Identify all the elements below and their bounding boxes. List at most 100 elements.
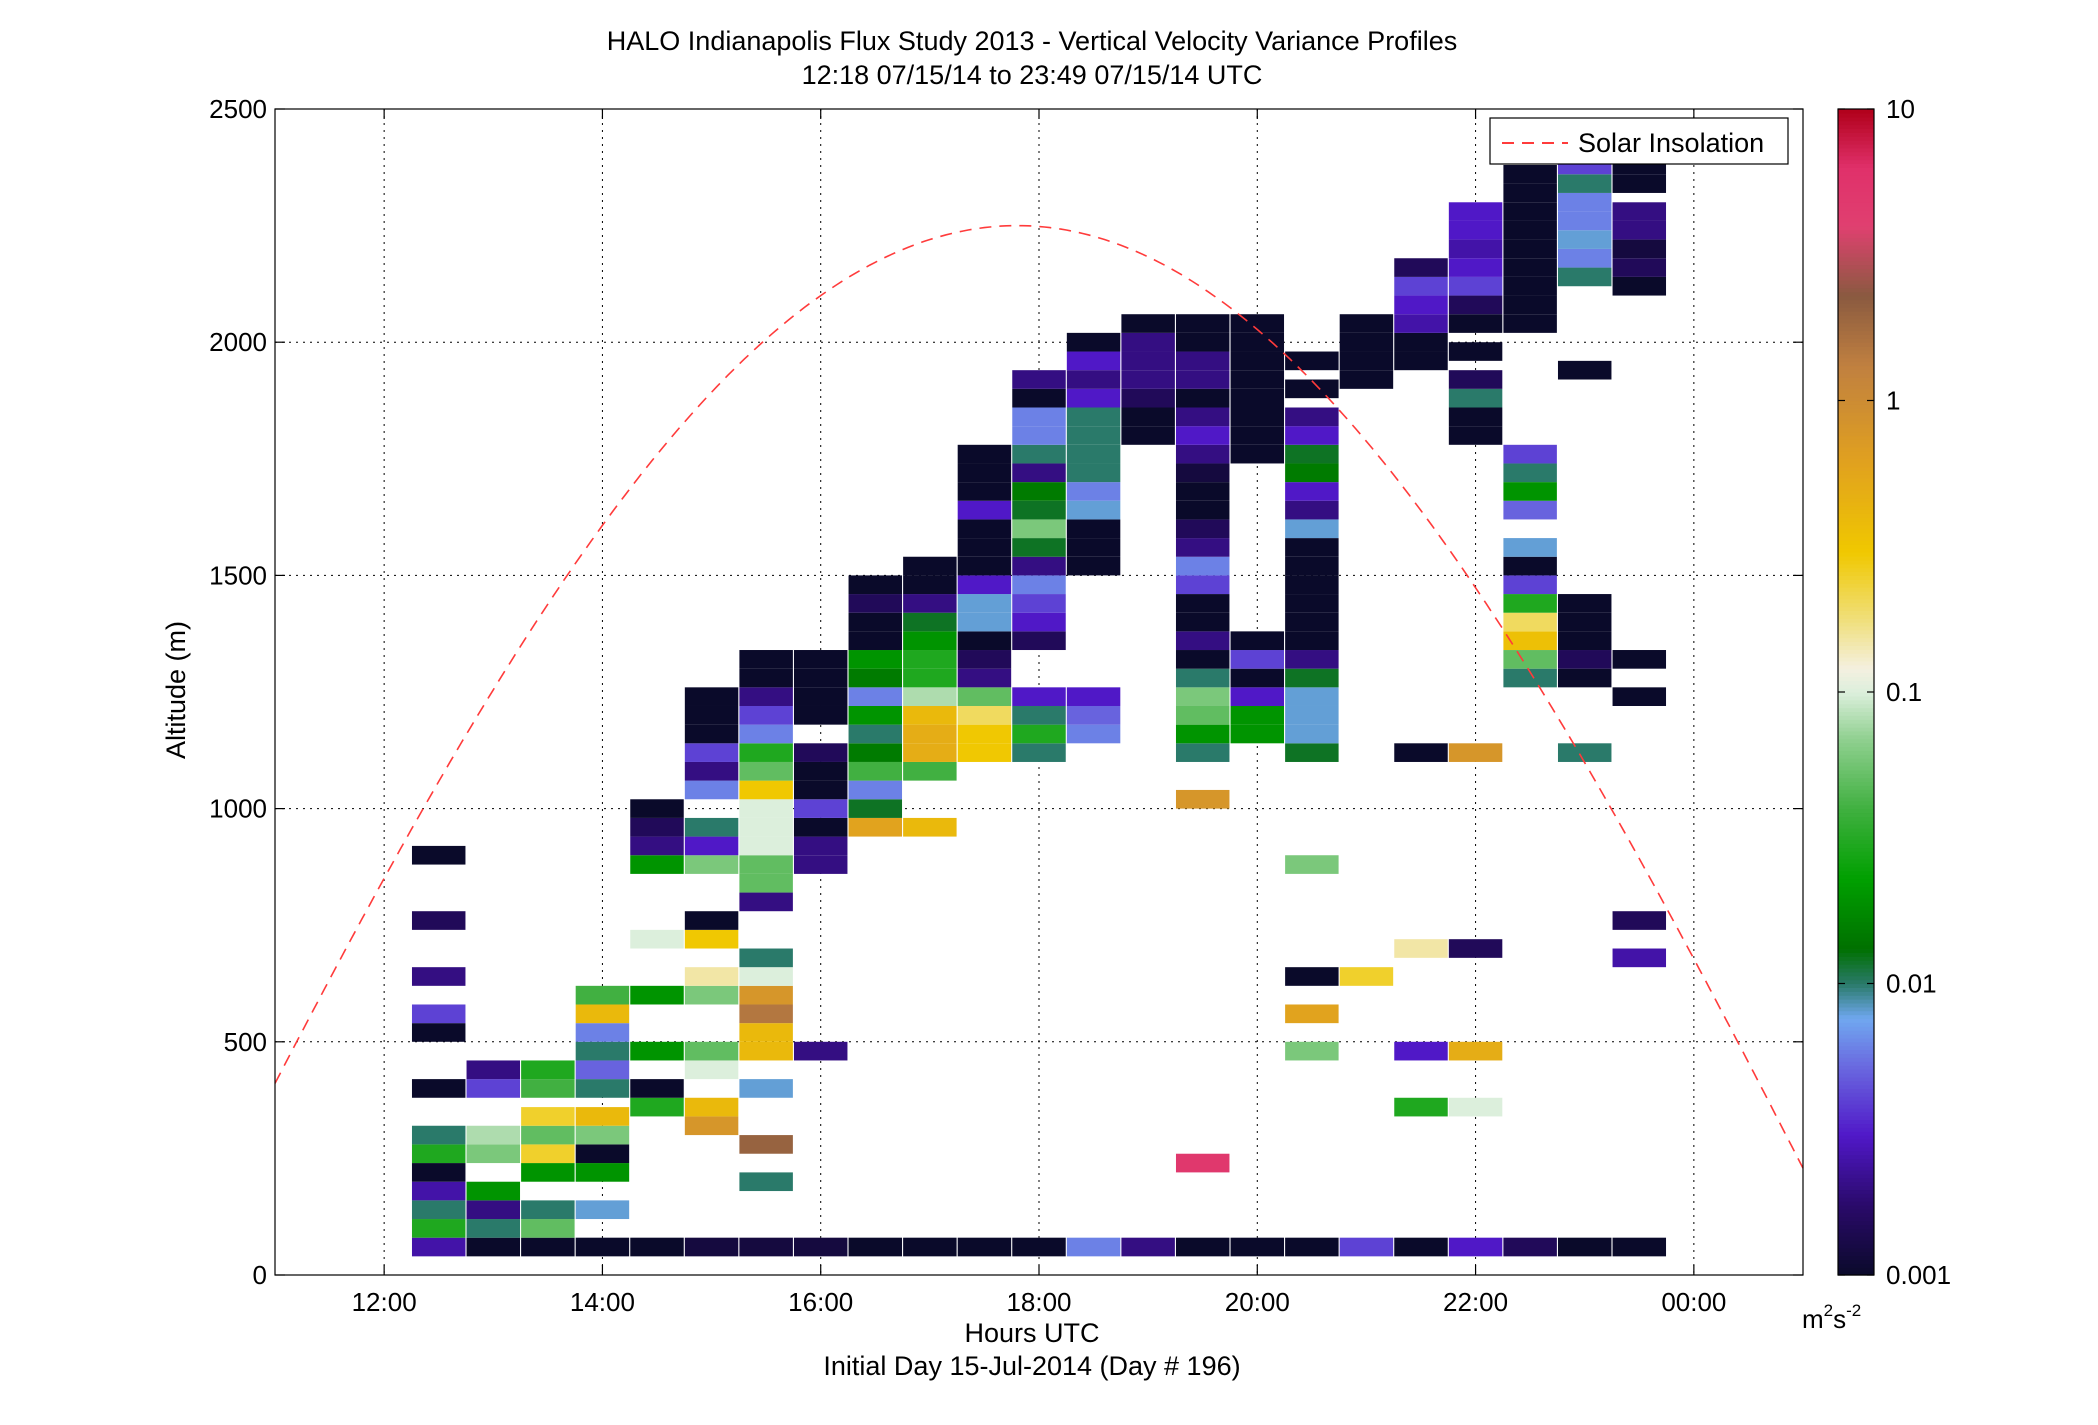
heatmap-cell xyxy=(1175,500,1230,520)
heatmap-cell xyxy=(1394,276,1448,296)
heatmap-cell xyxy=(1394,939,1448,958)
heatmap-cell xyxy=(957,444,1012,464)
heatmap-cell xyxy=(793,743,848,762)
heatmap-cell xyxy=(411,1144,466,1164)
colorbar-segment xyxy=(1838,353,1874,359)
colorbar-segment xyxy=(1838,785,1874,790)
colorbar-segment xyxy=(1838,800,1874,806)
heatmap-cell xyxy=(739,1041,793,1061)
colorbar-segment xyxy=(1838,975,1874,981)
colorbar-segment xyxy=(1838,874,1874,880)
colorbar-segment xyxy=(1838,886,1874,891)
heatmap-cell xyxy=(466,1125,521,1145)
heatmap-cell xyxy=(1557,360,1612,380)
heatmap-cell xyxy=(1066,519,1121,539)
heatmap-cell xyxy=(1557,650,1612,669)
colorbar-segment xyxy=(1838,1034,1874,1039)
colorbar-segment xyxy=(1838,1049,1874,1055)
colorbar-segment xyxy=(1838,641,1874,646)
heatmap-cell xyxy=(1612,911,1667,930)
heatmap-cell xyxy=(957,594,1012,613)
heatmap-cell xyxy=(1012,687,1066,706)
colorbar-segment xyxy=(1838,237,1874,242)
heatmap-cell xyxy=(957,668,1012,688)
heatmap-cell xyxy=(1012,407,1066,427)
heatmap-cell xyxy=(1394,743,1448,762)
colorbar: 0.001 0.01 0.1 1 10 xyxy=(1837,94,1951,1290)
heatmap-cell xyxy=(1175,724,1230,744)
heatmap-cell xyxy=(1012,612,1066,632)
heatmap-cell xyxy=(630,1097,684,1117)
colorbar-segment xyxy=(1838,882,1874,887)
colorbar-segment xyxy=(1838,241,1874,246)
heatmap-cell xyxy=(739,705,793,725)
colorbar-segment xyxy=(1838,1240,1874,1245)
heatmap-cell xyxy=(957,1237,1012,1257)
heatmap-cell xyxy=(1066,705,1121,725)
heatmap-cell xyxy=(521,1219,575,1238)
heatmap-cell xyxy=(1066,463,1121,483)
heatmap-cell xyxy=(1612,948,1667,968)
heatmap-cell xyxy=(1285,650,1339,669)
heatmap-cell xyxy=(1121,388,1175,408)
heatmap-cell xyxy=(1557,211,1612,231)
heatmap-cell xyxy=(903,1237,957,1257)
colorbar-segment xyxy=(1838,1119,1874,1125)
colorbar-segment xyxy=(1838,1127,1874,1132)
heatmap-cell xyxy=(957,500,1012,520)
y-axis-label: Altitude (m) xyxy=(161,621,191,759)
heatmap-cell xyxy=(684,1237,739,1257)
heatmap-cell xyxy=(903,687,957,706)
heatmap-cell xyxy=(793,855,848,874)
colorbar-segment xyxy=(1838,342,1874,347)
heatmap-cell xyxy=(1394,1097,1448,1117)
heatmap-cell xyxy=(521,1144,575,1164)
colorbar-segment xyxy=(1838,715,1874,720)
colorbar-segment xyxy=(1838,668,1874,674)
heatmap-cell xyxy=(793,705,848,725)
heatmap-cell xyxy=(575,1125,630,1145)
colorbar-segment xyxy=(1838,167,1874,172)
colorbar-segment xyxy=(1838,952,1874,957)
heatmap-cell xyxy=(1285,724,1339,744)
colorbar-segment xyxy=(1838,283,1874,289)
heatmap-cell xyxy=(630,1237,684,1257)
colorbar-segment xyxy=(1838,905,1874,911)
heatmap-cell xyxy=(1285,482,1339,501)
heatmap-cell xyxy=(903,668,957,688)
colorbar-segment xyxy=(1838,1018,1874,1023)
colorbar-segment xyxy=(1838,835,1874,841)
heatmap-cell xyxy=(1557,230,1612,249)
colorbar-segment xyxy=(1838,618,1874,623)
heatmap-cell xyxy=(1503,575,1557,595)
colorbar-segment xyxy=(1838,703,1874,709)
heatmap-cell xyxy=(739,724,793,744)
heatmap-cell xyxy=(1503,258,1557,277)
heatmap-cell xyxy=(848,724,903,744)
heatmap-cell xyxy=(521,1107,575,1126)
colorbar-segment xyxy=(1838,427,1874,433)
heatmap-cell xyxy=(684,1041,739,1061)
heatmap-cell xyxy=(903,761,957,781)
heatmap-cell xyxy=(1012,538,1066,557)
heatmap-cell xyxy=(793,687,848,706)
heatmap-cell xyxy=(793,1041,848,1061)
x-tick-label: 00:00 xyxy=(1661,1287,1726,1317)
heatmap-cell xyxy=(1230,388,1285,408)
heatmap-cell xyxy=(1503,556,1557,576)
colorbar-segment xyxy=(1838,1076,1874,1082)
heatmap-cell xyxy=(957,519,1012,539)
colorbar-segment xyxy=(1838,583,1874,588)
colorbar-segment xyxy=(1838,400,1874,405)
colorbar-segment xyxy=(1838,229,1874,234)
colorbar-segment xyxy=(1838,773,1874,779)
heatmap-cell xyxy=(1175,332,1230,352)
heatmap-cell xyxy=(1230,1237,1285,1257)
colorbar-segment xyxy=(1838,777,1874,782)
colorbar-segment xyxy=(1838,124,1874,130)
heatmap-cell xyxy=(1285,407,1339,427)
heatmap-cell xyxy=(684,724,739,744)
heatmap-cell xyxy=(739,799,793,818)
colorbar-segment xyxy=(1838,1072,1874,1078)
colorbar-segment xyxy=(1838,824,1874,829)
